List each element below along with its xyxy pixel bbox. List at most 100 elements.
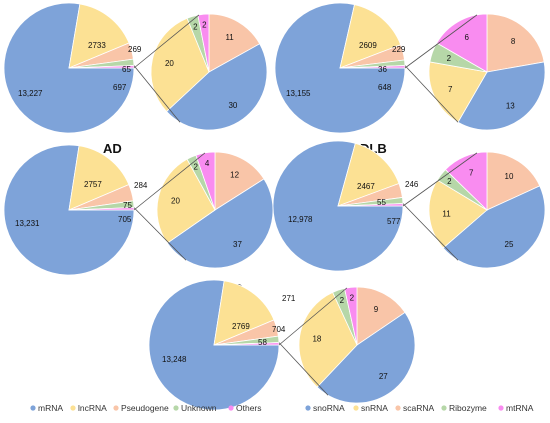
zoom-label-scarna: 8	[511, 37, 516, 46]
connector-bottom	[402, 203, 459, 261]
zoom-slice-mtrna	[436, 13, 488, 73]
zoom-slice-scarna	[486, 13, 545, 73]
legend-marker-snrna	[353, 405, 359, 411]
zoom-label-ribozyme: 2	[193, 163, 198, 172]
slice-lncrna	[68, 3, 130, 69]
legend-label-pseudogene: Pseudogene	[121, 403, 169, 413]
label-mrna: 12,978	[288, 215, 313, 224]
zoom-label-snrna: 18	[312, 334, 321, 343]
label-pseudogene: 704	[272, 325, 286, 334]
connector-bottom	[278, 342, 329, 396]
zoom-label-scarna: 11	[225, 33, 234, 42]
zoom-label-snorna: 25	[505, 240, 514, 249]
label-unknown: 269	[128, 45, 142, 54]
zoom-label-snorna: 37	[233, 240, 242, 249]
zoom-slice-mtrna	[344, 286, 358, 346]
pie-panel-ad: AD 13,231 2757 705 284 75 12 37 20 2 4	[3, 141, 274, 276]
slice-lncrna	[337, 142, 400, 207]
legend-label-mtrna: mtRNA	[506, 403, 534, 413]
zoom-slice-snorna	[165, 43, 268, 131]
zoom-slice-scarna	[214, 151, 265, 211]
label-mrna: 13,231	[15, 219, 40, 228]
zoom-label-mtrna: 6	[464, 33, 469, 42]
connector-top	[133, 152, 206, 211]
slice-lncrna	[68, 145, 130, 211]
label-others: 55	[377, 198, 386, 207]
label-others: 36	[378, 65, 387, 74]
legend-label-ribozyme: Ribozyme	[449, 403, 487, 413]
zoom-label-snrna: 11	[442, 210, 451, 219]
legend-main: mRNA lncRNA Pseudogene Unknown Others	[30, 403, 262, 413]
zoom-slice-snorna	[457, 61, 546, 131]
zoom-label-ribozyme: 2	[447, 177, 452, 186]
zoom-slice-snrna	[428, 179, 488, 249]
legend-label-mrna: mRNA	[38, 403, 63, 413]
label-pseudogene: 648	[378, 83, 392, 92]
label-lncrna: 2467	[357, 182, 375, 191]
label-pseudogene: 697	[113, 83, 127, 92]
slice-mrna	[274, 2, 406, 134]
zoom-label-snorna: 27	[379, 372, 388, 381]
legend-marker-mtrna	[498, 405, 504, 411]
zoom-label-snorna: 13	[506, 101, 515, 110]
label-mrna: 13,227	[18, 89, 43, 98]
zoom-slice-snorna	[442, 185, 546, 269]
legend-others: snoRNA snRNA scaRNA Ribozyme mtRNA	[305, 403, 534, 413]
zoom-label-mtrna: 2	[202, 21, 207, 30]
zoom-label-scarna: 12	[230, 170, 239, 179]
label-others: 58	[258, 338, 267, 347]
zoom-slice-scarna	[356, 286, 406, 346]
legend-label-others: Others	[236, 403, 262, 413]
zoom-slice-scarna	[208, 13, 261, 73]
zoom-label-snorna: 30	[228, 101, 237, 110]
zoom-slice-mtrna	[195, 151, 216, 211]
slice-lncrna	[339, 4, 402, 69]
label-pseudogene: 705	[118, 215, 132, 224]
zoom-slice-snorna	[166, 178, 274, 269]
zoom-slice-mtrna	[197, 13, 210, 73]
zoom-label-scarna: 9	[374, 305, 379, 314]
legend-marker-mrna	[30, 405, 36, 411]
zoom-label-ribozyme: 2	[193, 22, 198, 31]
legend-label-snorna: snoRNA	[313, 403, 345, 413]
zoom-label-snrna: 20	[171, 197, 180, 206]
label-lncrna: 2733	[88, 41, 106, 50]
zoom-label-mtrna: 2	[350, 294, 355, 303]
legend-marker-scarna	[395, 405, 401, 411]
label-lncrna: 2609	[359, 41, 377, 50]
zoom-label-ribozyme: 2	[447, 54, 452, 63]
connector-top	[404, 14, 478, 69]
connector-top	[278, 287, 348, 346]
legend-marker-ribozyme	[441, 405, 447, 411]
legend-label-unknown: Unknown	[181, 403, 217, 413]
zoom-slice-snrna	[150, 17, 210, 113]
label-unknown: 229	[392, 45, 406, 54]
zoom-label-scarna: 10	[505, 172, 514, 181]
legend-label-lncrna: lncRNA	[78, 403, 107, 413]
panel-title: AD	[103, 141, 122, 156]
label-unknown: 271	[282, 294, 296, 303]
label-lncrna: 2757	[84, 180, 102, 189]
connector-top	[402, 152, 478, 207]
zoom-label-ribozyme: 2	[340, 296, 345, 305]
zoom-label-snrna: 7	[448, 85, 453, 94]
slice-lncrna	[213, 280, 275, 346]
connector-bottom	[133, 65, 181, 123]
connector-bottom	[133, 207, 187, 261]
panels-group: CTRLs13,22727336972696511302022IRBD13,15…	[3, 2, 546, 411]
label-pseudogene: 577	[387, 217, 401, 226]
legend-marker-snorna	[305, 405, 311, 411]
label-others: 65	[122, 65, 131, 74]
label-lncrna: 2769	[232, 322, 250, 331]
label-mrna: 13,155	[286, 89, 311, 98]
legend-marker-others	[228, 405, 234, 411]
legend-marker-unknown	[173, 405, 179, 411]
label-others: 75	[123, 201, 132, 210]
connector-top	[133, 14, 200, 69]
legend-marker-lncrna	[70, 405, 76, 411]
